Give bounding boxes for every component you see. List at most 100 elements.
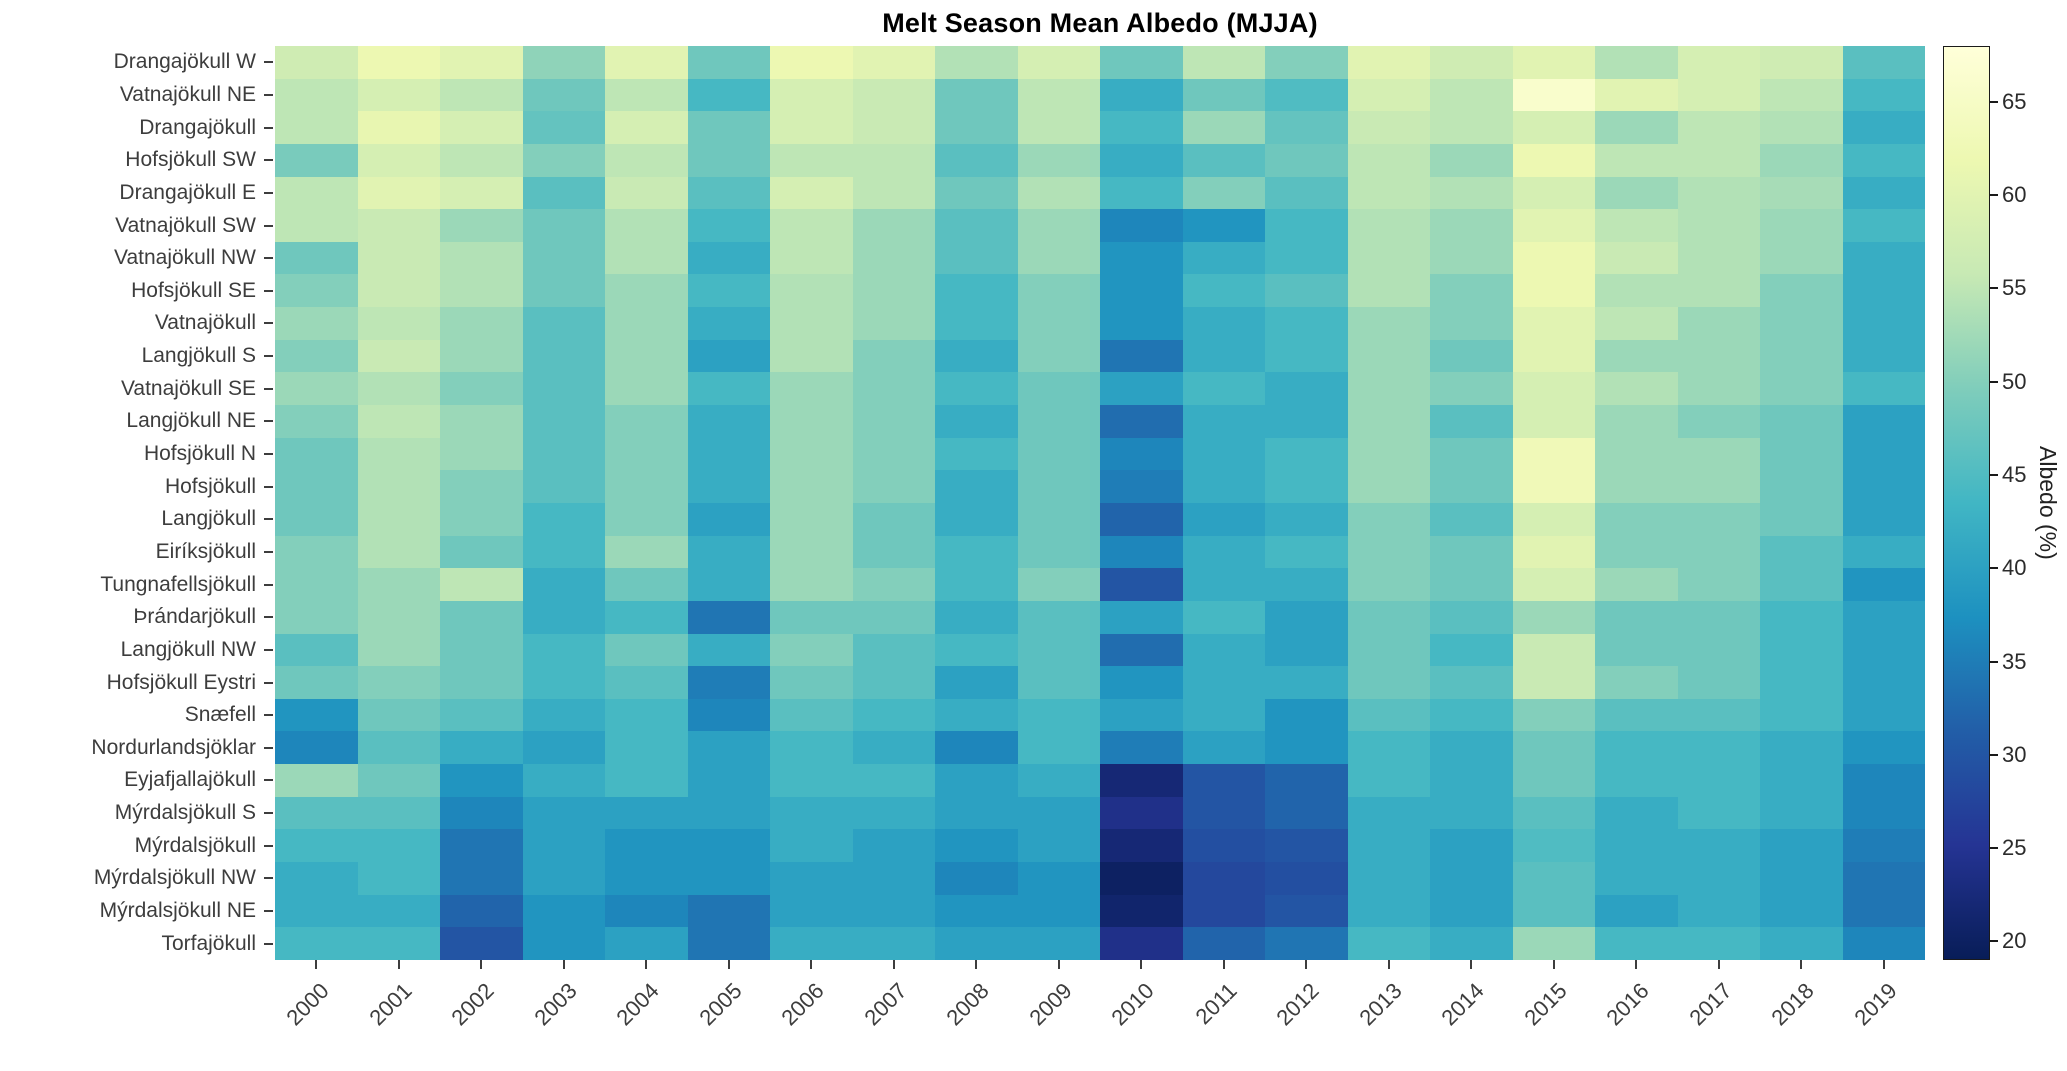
x-tick-mark — [1470, 960, 1473, 969]
heatmap-cell — [1512, 698, 1595, 732]
heatmap-cell — [1512, 78, 1595, 112]
heatmap-cell — [1265, 927, 1348, 960]
heatmap-cell — [1017, 339, 1100, 373]
heatmap-cell — [935, 666, 1018, 699]
heatmap-cell — [687, 796, 770, 830]
heatmap-cell — [687, 46, 770, 79]
heatmap-cell — [1017, 111, 1100, 144]
heatmap-cell — [1347, 209, 1430, 242]
y-tick-label: Mýrdalsjökull NE — [99, 899, 256, 923]
heatmap-cell — [935, 927, 1018, 960]
heatmap-cell — [522, 111, 605, 144]
heatmap-cell — [1430, 927, 1513, 960]
heatmap-cell — [357, 46, 440, 79]
y-tick-mark — [264, 910, 273, 913]
y-tick-label: Vatnajökull SW — [115, 213, 256, 237]
heatmap-cell — [1512, 633, 1595, 667]
heatmap-cell — [1677, 829, 1760, 863]
heatmap-cell — [1595, 698, 1678, 732]
heatmap-cell — [1265, 698, 1348, 732]
heatmap-cell — [1017, 437, 1100, 471]
heatmap-cell — [1760, 111, 1843, 144]
heatmap-cell — [935, 111, 1018, 144]
heatmap-cell — [1760, 176, 1843, 210]
x-tick-mark — [645, 960, 648, 969]
heatmap-cell — [605, 535, 688, 569]
heatmap-cell — [852, 829, 935, 863]
heatmap-cell — [1842, 176, 1925, 210]
heatmap-cell — [1430, 829, 1513, 863]
heatmap-cell — [852, 176, 935, 210]
heatmap-cell — [1017, 535, 1100, 569]
heatmap-cell — [852, 470, 935, 503]
heatmap-cell — [1760, 241, 1843, 275]
heatmap-cell — [1512, 176, 1595, 210]
heatmap-cell — [770, 405, 853, 438]
heatmap-cell — [440, 111, 523, 144]
colorbar — [1943, 46, 1990, 960]
heatmap-cell — [605, 46, 688, 79]
heatmap-cell — [1182, 405, 1265, 438]
heatmap-cell — [935, 698, 1018, 732]
heatmap-cell — [1677, 568, 1760, 601]
heatmap-cell — [770, 535, 853, 569]
heatmap-cell — [1265, 633, 1348, 667]
heatmap-cell — [440, 666, 523, 699]
heatmap-cell — [1347, 470, 1430, 503]
heatmap-cell — [1100, 405, 1183, 438]
heatmap-cell — [852, 535, 935, 569]
heatmap-cell — [1430, 666, 1513, 699]
heatmap-cell — [1512, 764, 1595, 797]
heatmap-cell — [852, 372, 935, 406]
heatmap-cell — [522, 698, 605, 732]
heatmap-cell — [770, 372, 853, 406]
heatmap-cell — [1760, 568, 1843, 601]
heatmap-cell — [522, 502, 605, 536]
y-tick-mark — [264, 159, 273, 162]
heatmap-cell — [770, 796, 853, 830]
heatmap-cell — [1842, 796, 1925, 830]
heatmap-cell — [687, 78, 770, 112]
heatmap-cell — [1595, 307, 1678, 340]
heatmap-cell — [275, 209, 358, 242]
heatmap-cell — [1017, 862, 1100, 895]
heatmap-cell — [1595, 731, 1678, 765]
y-tick-mark — [264, 387, 273, 390]
heatmap-cell — [1677, 176, 1760, 210]
heatmap-cell — [440, 143, 523, 177]
heatmap-cell — [1760, 405, 1843, 438]
heatmap-cell — [1595, 535, 1678, 569]
heatmap-cell — [1430, 405, 1513, 438]
heatmap-cell — [605, 405, 688, 438]
heatmap-cell — [522, 535, 605, 569]
x-tick-mark — [975, 960, 978, 969]
heatmap-cell — [1347, 46, 1430, 79]
heatmap-cell — [1430, 176, 1513, 210]
heatmap-cell — [357, 372, 440, 406]
heatmap-cell — [1677, 405, 1760, 438]
heatmap-cell — [687, 372, 770, 406]
heatmap-cell — [1017, 927, 1100, 960]
heatmap-cell — [275, 829, 358, 863]
heatmap-cell — [522, 241, 605, 275]
heatmap-cell — [1512, 927, 1595, 960]
heatmap-cell — [357, 764, 440, 797]
heatmap-cell — [1430, 633, 1513, 667]
heatmap-cell — [1430, 894, 1513, 928]
heatmap-cell — [1182, 437, 1265, 471]
heatmap-cell — [605, 78, 688, 112]
heatmap-cell — [1595, 405, 1678, 438]
heatmap-cell — [1677, 633, 1760, 667]
y-tick-label: Hofsjökull Eystri — [106, 670, 256, 694]
heatmap-cell — [1842, 862, 1925, 895]
heatmap-cell — [1677, 502, 1760, 536]
heatmap-cell — [1430, 339, 1513, 373]
heatmap-cell — [1430, 143, 1513, 177]
heatmap-cell — [852, 796, 935, 830]
y-tick-mark — [264, 93, 273, 96]
y-tick-mark — [264, 648, 273, 651]
heatmap-cell — [1182, 143, 1265, 177]
y-tick-mark — [264, 877, 273, 880]
heatmap-cell — [1512, 372, 1595, 406]
y-tick-mark — [264, 518, 273, 521]
